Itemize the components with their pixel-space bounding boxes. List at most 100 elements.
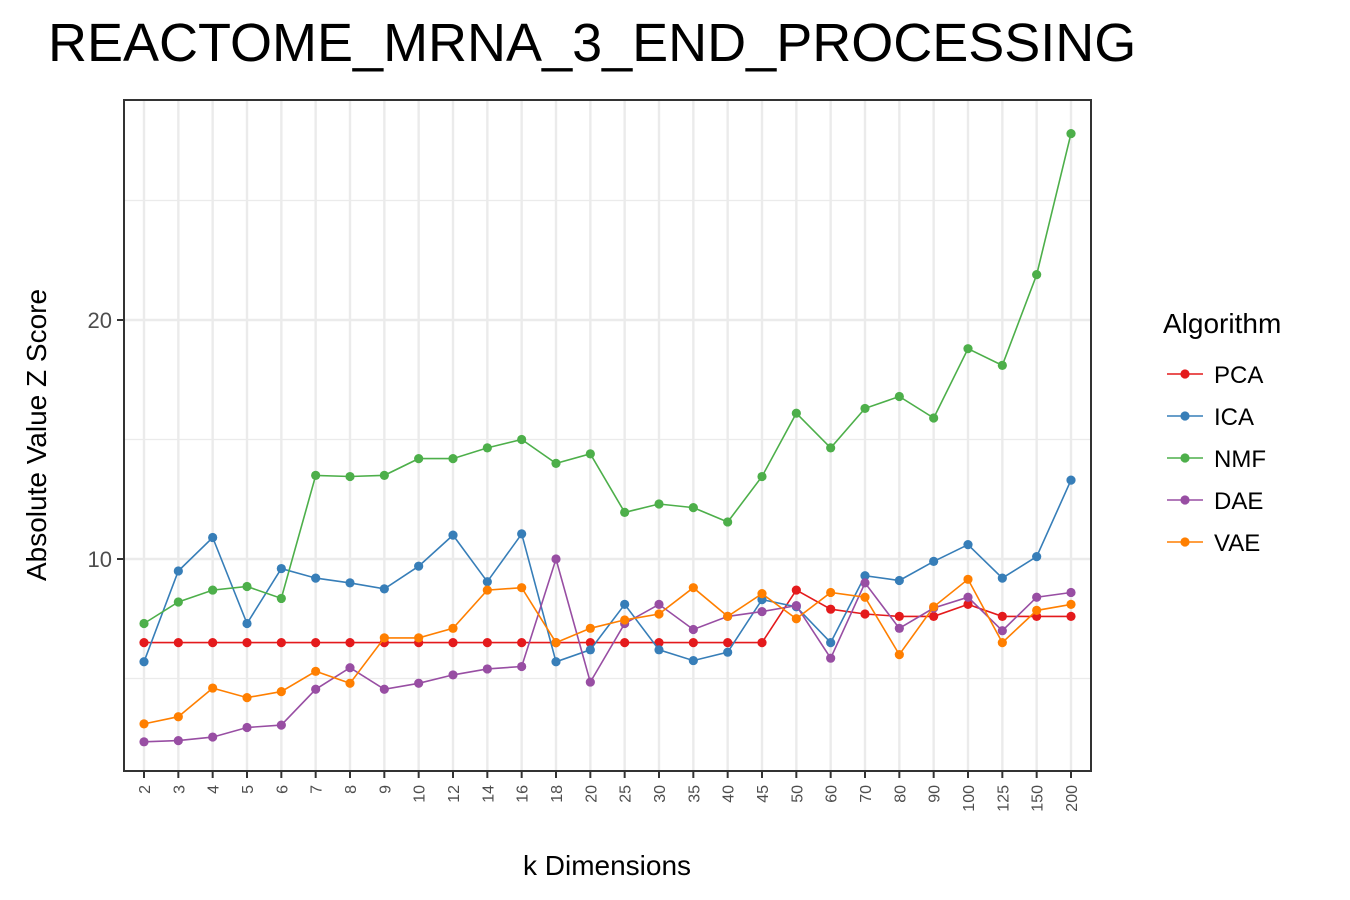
x-tick-label: 25	[618, 785, 635, 803]
data-point-dae	[894, 623, 904, 633]
data-point-ica	[414, 561, 424, 571]
data-point-vae	[826, 587, 836, 598]
data-point-dae	[1032, 592, 1042, 602]
data-point-ica	[276, 563, 286, 574]
data-point-ica	[208, 532, 218, 543]
data-point-nmf	[1066, 128, 1076, 139]
data-point-ica	[654, 645, 664, 655]
data-point-dae	[208, 732, 218, 742]
data-point-nmf	[139, 618, 149, 629]
data-point-nmf	[551, 458, 561, 468]
data-point-nmf	[482, 443, 492, 453]
data-point-pca	[585, 638, 595, 648]
data-point-pca	[1066, 611, 1076, 621]
data-point-pca	[242, 638, 252, 648]
data-point-ica	[482, 577, 492, 587]
x-tick-label: 10	[412, 785, 429, 803]
data-point-pca	[997, 611, 1007, 621]
data-point-pca	[448, 638, 458, 648]
x-tick-label: 35	[686, 785, 703, 803]
series-line-nmf	[143, 133, 1072, 625]
data-point-nmf	[654, 499, 664, 509]
data-point-dae	[414, 678, 424, 688]
data-point-vae	[517, 583, 527, 593]
data-point-vae	[894, 650, 904, 660]
legend: Algorithm PCA ICA NMF DAE VAE	[1163, 308, 1281, 557]
data-point-ica	[997, 573, 1007, 583]
data-point-vae	[482, 585, 492, 595]
data-point-dae	[345, 663, 355, 673]
data-point-dae	[791, 601, 801, 611]
data-point-vae	[1066, 599, 1076, 610]
data-point-ica	[345, 578, 355, 588]
panel-border	[123, 99, 1092, 772]
y-tick-label: 20	[88, 308, 112, 333]
data-point-vae	[242, 693, 252, 703]
data-point-pca	[723, 638, 733, 648]
data-point-nmf	[345, 471, 355, 482]
legend-key-point-dae	[1180, 495, 1190, 505]
data-point-dae	[173, 736, 183, 746]
data-point-ica	[826, 638, 836, 648]
legend-key-point-ica	[1180, 411, 1190, 421]
data-point-nmf	[757, 471, 767, 482]
legend-key-point-pca	[1180, 369, 1190, 379]
data-point-ica	[139, 657, 149, 667]
data-point-dae	[688, 624, 698, 635]
data-point-pca	[311, 638, 321, 648]
series-layer	[139, 128, 1076, 747]
series-line-pca	[144, 589, 1071, 644]
data-point-nmf	[620, 507, 630, 517]
x-tick-label: 200	[1064, 785, 1081, 812]
data-point-pca	[620, 638, 630, 648]
data-point-dae	[1066, 587, 1076, 598]
data-point-nmf	[723, 517, 733, 527]
data-point-nmf	[311, 470, 321, 480]
data-point-pca	[345, 638, 355, 648]
data-point-nmf	[242, 581, 252, 592]
data-point-ica	[1066, 475, 1076, 485]
data-point-nmf	[448, 454, 458, 464]
data-point-ica	[551, 657, 561, 667]
data-point-ica	[620, 599, 630, 610]
data-point-ica	[517, 529, 527, 539]
data-point-dae	[379, 684, 389, 694]
legend-label-nmf: NMF	[1214, 446, 1266, 473]
data-point-vae	[860, 592, 870, 602]
data-point-ica	[963, 540, 973, 550]
x-tick-label: 6	[274, 785, 291, 794]
data-point-pca	[757, 638, 767, 648]
legend-label-dae: DAE	[1214, 488, 1263, 515]
data-point-vae	[997, 638, 1007, 648]
x-tick-label: 30	[652, 785, 669, 803]
data-point-vae	[551, 638, 561, 648]
data-point-nmf	[997, 360, 1007, 371]
grid-layer	[124, 100, 1091, 771]
y-tick-label: 10	[88, 547, 112, 572]
data-point-pca	[517, 638, 527, 648]
data-point-dae	[860, 578, 870, 588]
data-point-dae	[139, 737, 149, 747]
x-tick-label: 90	[927, 785, 944, 803]
x-tick-label: 4	[206, 785, 223, 794]
data-point-dae	[654, 599, 664, 610]
data-point-nmf	[379, 470, 389, 480]
x-tick-label: 2	[137, 785, 154, 794]
data-point-dae	[448, 670, 458, 680]
data-point-nmf	[173, 597, 183, 607]
data-point-nmf	[276, 593, 286, 604]
data-point-pca	[688, 638, 698, 648]
data-point-nmf	[688, 503, 698, 513]
data-point-vae	[208, 683, 218, 693]
data-point-pca	[208, 638, 218, 648]
x-tick-label: 14	[480, 785, 497, 803]
data-point-nmf	[1032, 269, 1042, 280]
data-point-vae	[1032, 605, 1042, 615]
series-line-vae	[143, 578, 1072, 725]
data-point-dae	[242, 722, 252, 733]
data-point-pca	[276, 638, 286, 648]
data-point-vae	[345, 678, 355, 688]
data-point-vae	[173, 712, 183, 722]
data-point-vae	[139, 719, 149, 729]
